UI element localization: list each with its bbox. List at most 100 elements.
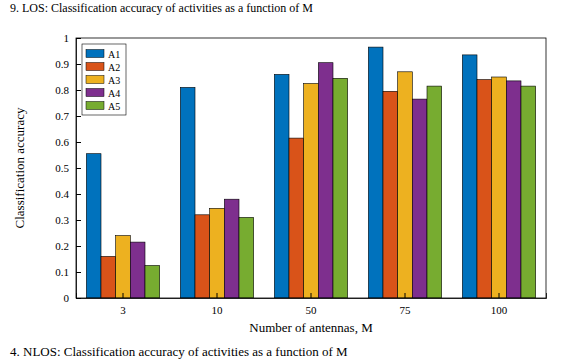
caption: 4. NLOS: Classification accuracy of acti…	[10, 344, 348, 359]
axis-line	[77, 293, 547, 299]
tick-mark	[76, 194, 81, 195]
tick-mark	[311, 293, 312, 298]
legend-swatch	[86, 102, 104, 110]
legend-label: A1	[108, 49, 120, 60]
bar	[412, 99, 427, 298]
bar	[130, 242, 145, 298]
bar	[116, 236, 131, 298]
tick: 0.8	[55, 84, 81, 96]
y-axis: 0 0.1 0.2 0.3 0.4 0.5 0.6 0.7 0.8 0.9 1	[55, 32, 81, 304]
tick: 0.7	[55, 110, 81, 122]
legend-item: A3	[86, 75, 120, 86]
tick-label: 75	[400, 304, 412, 316]
tick-label: 3	[120, 304, 126, 316]
legend: A1 A2 A3 A4 A5	[82, 44, 126, 115]
tick: 0	[64, 292, 82, 304]
bar	[210, 208, 225, 298]
legend-label: A5	[108, 101, 120, 112]
tick-label: 0.8	[55, 84, 69, 96]
tick-mark	[76, 272, 81, 273]
bar	[145, 266, 160, 299]
tick: 0.9	[55, 58, 81, 70]
x-axis-label: Number of antennas, M	[249, 320, 373, 335]
tick-mark	[405, 293, 406, 298]
tick-mark	[76, 220, 81, 221]
tick-label: 0.9	[55, 58, 69, 70]
tick-label: 0.4	[55, 188, 69, 200]
bar	[274, 74, 289, 298]
tick-label: 100	[491, 304, 508, 316]
bar	[101, 256, 116, 298]
tick: 0.2	[55, 240, 81, 252]
tick: 100	[491, 293, 508, 316]
bar	[506, 81, 521, 298]
tick: 0.5	[55, 162, 81, 174]
tick-label: 1	[64, 32, 70, 44]
axis-line	[77, 39, 82, 299]
tick-label: 0.7	[55, 110, 69, 122]
legend-swatch	[86, 76, 104, 84]
tick-label: 0.1	[55, 266, 69, 278]
legend-box	[82, 44, 126, 115]
tick-mark	[76, 64, 81, 65]
tick-label: 10	[212, 304, 224, 316]
bar	[333, 78, 348, 298]
bars	[86, 47, 535, 298]
bar	[462, 55, 477, 298]
x-axis: 3 10 50 75 100	[77, 293, 547, 316]
legend-swatch	[86, 50, 104, 58]
legend-swatch	[86, 89, 104, 97]
tick: 10	[212, 293, 224, 316]
tick-mark	[123, 293, 124, 298]
bar	[368, 47, 383, 298]
legend-item: A2	[86, 62, 120, 73]
tick-label: 0.3	[55, 214, 69, 226]
plot: 0 0.1 0.2 0.3 0.4 0.5 0.6 0.7 0.8 0.9 1 3 10 50 75 100 A…	[55, 32, 546, 316]
tick-mark	[76, 168, 81, 169]
legend-label: A4	[108, 88, 120, 99]
bar	[195, 215, 210, 298]
tick: 3	[120, 293, 126, 316]
tick-mark	[76, 116, 81, 117]
tick-mark	[217, 293, 218, 298]
bar	[318, 63, 333, 298]
bar	[492, 77, 507, 298]
tick-label: 0.5	[55, 162, 69, 174]
legend-item: A4	[86, 88, 120, 99]
caption: 9. LOS: Classification accuracy of activ…	[10, 1, 313, 15]
tick: 1	[64, 32, 82, 44]
tick-label: 0.6	[55, 136, 69, 148]
tick-label: 0.2	[55, 240, 69, 252]
bar	[224, 199, 239, 298]
y-axis-label: Classification accuracy	[12, 107, 27, 228]
legend-swatch	[86, 63, 104, 71]
legend-label: A2	[108, 62, 120, 73]
chart: 0 0.1 0.2 0.3 0.4 0.5 0.6 0.7 0.8 0.9 1 3 10 50 75 100 A…	[0, 0, 570, 364]
bar	[477, 80, 492, 298]
bar	[289, 138, 304, 298]
bar	[427, 86, 442, 298]
bar	[304, 84, 319, 299]
tick: 0.1	[55, 266, 81, 278]
tick-label: 0	[64, 292, 70, 304]
tick-mark	[76, 246, 81, 247]
tick-mark	[76, 38, 81, 39]
tick: 75	[400, 293, 412, 316]
bar	[239, 217, 254, 298]
legend-item: A1	[86, 49, 120, 60]
legend-item: A5	[86, 101, 120, 112]
bar	[86, 154, 101, 298]
tick-label: 50	[306, 304, 318, 316]
tick-mark	[499, 293, 500, 298]
bar	[180, 87, 195, 298]
tick-mark	[76, 90, 81, 91]
tick: 0.4	[55, 188, 81, 200]
tick: 50	[306, 293, 318, 316]
bar	[521, 86, 536, 298]
tick-mark	[76, 142, 81, 143]
plot-frame	[76, 38, 546, 298]
bar	[383, 91, 398, 298]
bar	[398, 72, 413, 298]
tick: 0.3	[55, 214, 81, 226]
legend-label: A3	[108, 75, 120, 86]
